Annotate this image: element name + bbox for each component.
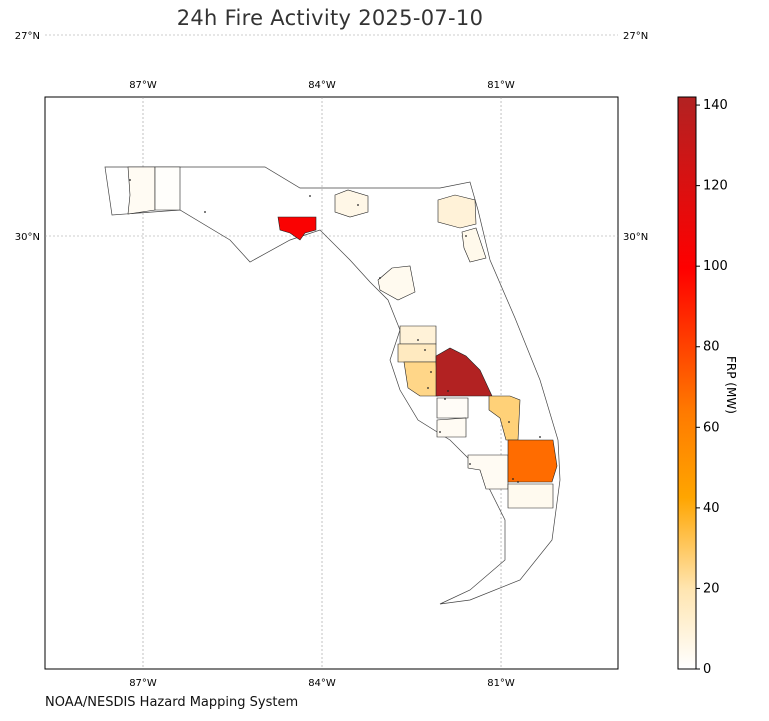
fire-point: [469, 463, 471, 465]
fire-point: [204, 211, 206, 213]
county-hardee: [436, 397, 469, 419]
colorbar-ticks: 0 20 40 60 80 100 120 140: [696, 98, 728, 677]
county-wakulla: [277, 216, 317, 241]
county-broward: [507, 483, 554, 509]
fire-point: [439, 431, 441, 433]
fire-point: [465, 235, 467, 237]
colorbar-tick-label: 140: [703, 98, 728, 113]
lat-tick-label: 27°N: [623, 31, 648, 42]
fire-point: [129, 179, 131, 181]
lat-tick-label: 27°N: [15, 31, 40, 42]
fire-point: [447, 390, 449, 392]
fire-point: [424, 349, 426, 351]
county-okaloosa: [127, 166, 156, 215]
county-polk: [435, 347, 493, 397]
colorbar-tick-label: 120: [703, 179, 728, 194]
fire-point: [517, 481, 519, 483]
county-manatee: [403, 361, 439, 397]
colorbar: [677, 96, 697, 670]
lat-ticks-right: 30°N27°N24°N: [623, 31, 648, 243]
colorbar-tick-label: 0: [703, 662, 711, 677]
gridlines: [45, 34, 618, 669]
fire-point: [508, 421, 510, 423]
lat-tick-label: 30°N: [623, 232, 648, 243]
fire-point: [357, 204, 359, 206]
fire-point: [512, 478, 514, 480]
lat-ticks-left: 30°N27°N24°N: [15, 31, 40, 243]
fire-point: [427, 387, 429, 389]
county-pasco: [399, 325, 437, 345]
fire-point: [417, 339, 419, 341]
colorbar-tick-label: 20: [703, 581, 720, 596]
lon-tick-label: 87°W: [129, 678, 157, 689]
colorbar-tick-label: 100: [703, 259, 728, 274]
lon-tick-label: 84°W: [308, 80, 336, 91]
lon-tick-label: 81°W: [487, 678, 515, 689]
fire-point: [430, 371, 432, 373]
county-madison: [334, 189, 369, 218]
fire-point: [309, 195, 311, 197]
fire-detections: [129, 179, 541, 483]
colorbar-tick-label: 80: [703, 340, 720, 355]
lon-tick-label: 81°W: [487, 80, 515, 91]
county-highlands: [436, 417, 467, 438]
county-palm-beach: [507, 439, 558, 483]
lon-tick-label: 87°W: [129, 80, 157, 91]
county-st-johns: [461, 227, 487, 263]
lon-ticks-bottom: 87°W 84°W 81°W: [129, 678, 515, 689]
lon-ticks-top: 87°W 84°W 81°W: [129, 80, 515, 91]
lat-tick-label: 30°N: [15, 232, 40, 243]
lon-tick-label: 84°W: [308, 678, 336, 689]
county-polygons: [104, 166, 561, 605]
colorbar-label: FRP (MW): [724, 356, 738, 414]
source-credit: NOAA/NESDIS Hazard Mapping System: [45, 695, 299, 710]
county-levy: [377, 265, 416, 301]
county-nassau: [437, 194, 477, 229]
fire-point: [539, 436, 541, 438]
map-title: 24h Fire Activity 2025-07-10: [176, 6, 484, 30]
florida-outline: [104, 166, 561, 605]
fire-point: [444, 398, 446, 400]
county-hillsborough: [397, 343, 437, 363]
county-walton: [154, 166, 181, 211]
fire-point: [379, 277, 381, 279]
colorbar-tick-label: 60: [703, 420, 720, 435]
colorbar-tick-label: 40: [703, 501, 720, 516]
